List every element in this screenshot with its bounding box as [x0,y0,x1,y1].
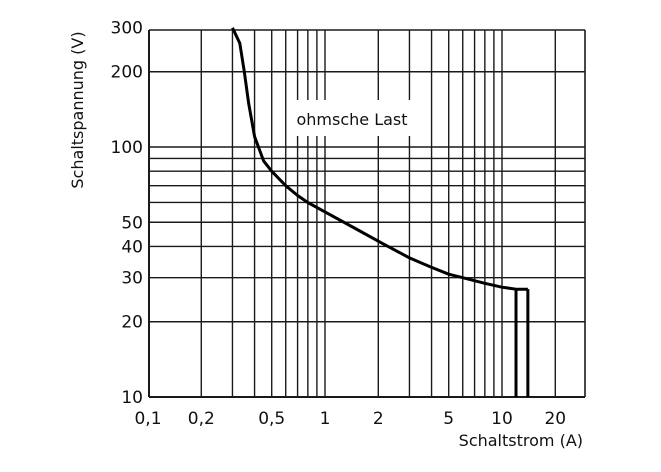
annotation-ohmsche-last: ohmsche Last [296,110,407,129]
x-axis-title: Schaltstrom (A) [459,431,583,450]
x-tick-label: 20 [544,409,566,429]
y-tick-label: 20 [121,313,143,333]
annotation-background [289,100,417,136]
x-tick-label: 0,1 [134,409,161,429]
y-tick-label: 30 [121,269,143,289]
y-axis-ticks: 10 20 30 40 50 100 200 300 [111,19,143,408]
y-tick-label: 200 [111,63,143,83]
x-tick-label: 0,5 [258,409,285,429]
y-tick-label: 40 [121,237,143,257]
curve-path [231,27,528,291]
x-tick-label: 1 [320,409,331,429]
grid [148,29,586,398]
y-axis-title: Schaltspannung (V) [68,31,87,188]
x-tick-label: 5 [443,409,454,429]
y-tick-label: 10 [121,388,143,408]
y-tick-label: 100 [111,138,143,158]
x-tick-label: 2 [373,409,384,429]
y-tick-label: 300 [111,19,143,39]
y-tick-label: 50 [121,213,143,233]
x-tick-label: 0,2 [188,409,215,429]
x-axis-ticks: 0,1 0,2 0,5 1 2 5 10 20 [134,409,566,429]
load-limit-curve [231,27,530,397]
x-tick-label: 10 [491,409,513,429]
